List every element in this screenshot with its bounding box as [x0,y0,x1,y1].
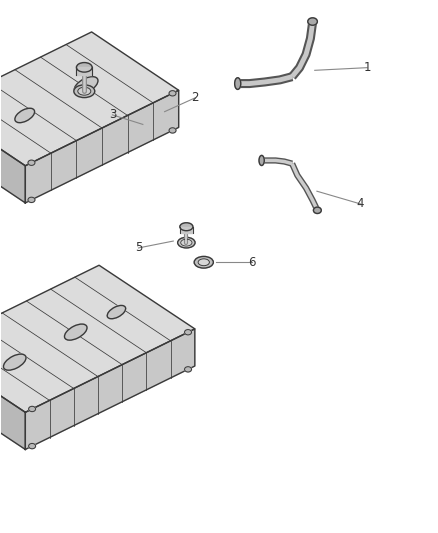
Ellipse shape [15,108,35,123]
Ellipse shape [184,329,191,335]
Polygon shape [25,329,195,449]
Text: 5: 5 [135,241,142,254]
Polygon shape [0,349,25,449]
Ellipse shape [28,406,35,411]
Ellipse shape [74,85,95,98]
Ellipse shape [78,87,91,95]
Ellipse shape [180,223,193,231]
Ellipse shape [181,239,192,246]
Ellipse shape [308,18,318,25]
Ellipse shape [28,443,35,449]
Ellipse shape [314,207,321,214]
Ellipse shape [28,197,35,203]
Ellipse shape [169,128,176,133]
Polygon shape [0,265,195,413]
Text: 3: 3 [109,108,116,122]
Ellipse shape [194,256,213,268]
Ellipse shape [178,237,195,248]
Ellipse shape [77,62,92,72]
Ellipse shape [28,160,35,165]
Ellipse shape [235,78,241,90]
Text: 4: 4 [357,197,364,211]
Ellipse shape [198,259,209,266]
Polygon shape [0,32,179,166]
Ellipse shape [259,156,264,165]
Ellipse shape [4,354,26,370]
Ellipse shape [64,324,87,340]
Ellipse shape [184,367,191,372]
Polygon shape [180,227,193,233]
Ellipse shape [169,91,176,96]
Ellipse shape [107,305,126,319]
Ellipse shape [74,77,98,94]
Text: 2: 2 [191,91,199,104]
Polygon shape [25,90,179,203]
Text: 1: 1 [363,61,371,74]
Polygon shape [77,67,92,75]
Polygon shape [0,108,25,203]
Text: 6: 6 [248,256,255,269]
